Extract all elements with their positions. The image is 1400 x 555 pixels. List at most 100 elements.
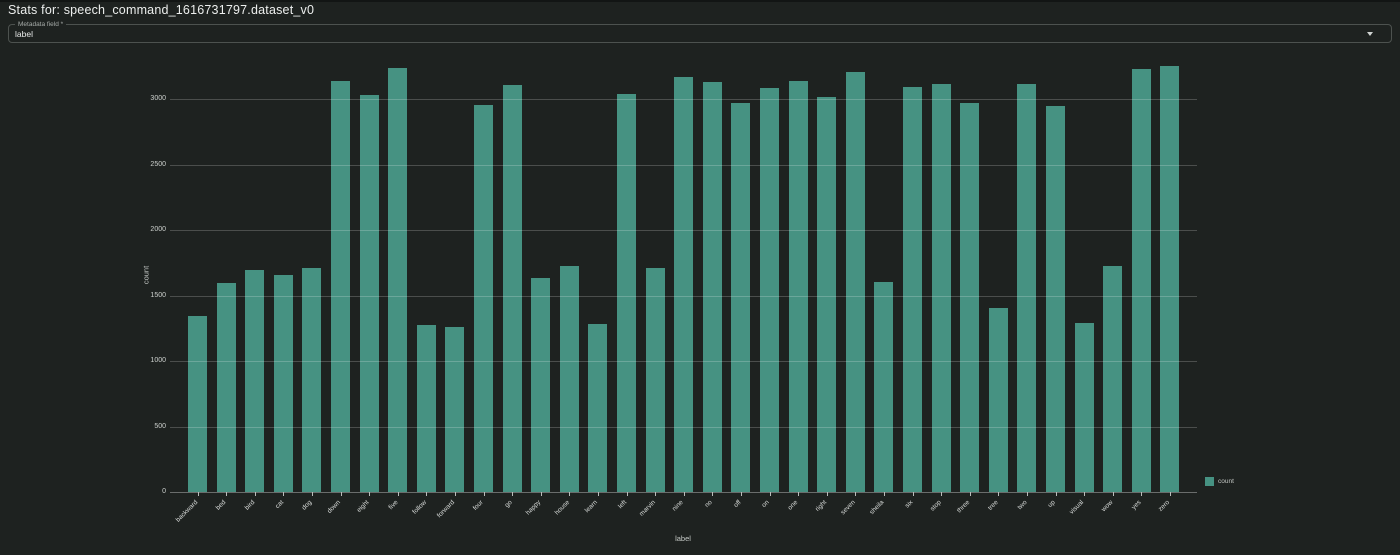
x-axis-zero-line: [170, 492, 1197, 493]
x-tick-label-text: bird: [243, 499, 257, 512]
x-tick-mark: [998, 492, 1000, 496]
x-tick-mark: [254, 492, 256, 496]
x-tick-mark: [1055, 492, 1057, 496]
bar-backward[interactable]: [188, 315, 207, 492]
bar-five[interactable]: [388, 67, 408, 492]
x-tick-label-text: cat: [273, 499, 285, 511]
x-tick-mark: [769, 492, 771, 496]
bar-four[interactable]: [474, 104, 493, 492]
x-tick-label-text: down: [326, 499, 342, 515]
bar-chart: count label count 0 500 1000 1500 2000 2500 30…: [0, 44, 1400, 555]
metadata-field-select[interactable]: Metadata field * label: [8, 20, 1392, 43]
x-tick-mark: [540, 492, 542, 496]
bar-wow[interactable]: [1103, 266, 1123, 492]
x-tick-mark: [426, 492, 428, 496]
bar-up[interactable]: [1046, 105, 1065, 492]
x-tick-label-text: eight: [355, 499, 371, 514]
x-tick-mark: [826, 492, 828, 496]
bar-seven[interactable]: [845, 72, 865, 492]
x-tick-mark: [369, 492, 371, 496]
bar-learn[interactable]: [588, 323, 608, 492]
bar-sheila[interactable]: [874, 281, 894, 492]
x-tick-label-text: tree: [986, 499, 1000, 512]
bar-no[interactable]: [702, 81, 722, 492]
x-tick-label-text: up: [1046, 499, 1057, 510]
x-tick-label-text: seven: [839, 499, 857, 517]
x-tick-label-text: marvin: [637, 499, 657, 518]
bar-down[interactable]: [331, 81, 350, 492]
bar-dog[interactable]: [302, 267, 322, 492]
x-tick-mark: [311, 492, 313, 496]
x-tick-label-text: go: [503, 499, 514, 510]
x-tick-mark: [483, 492, 485, 496]
gridline: [170, 230, 1197, 231]
x-tick-label-text: right: [814, 499, 829, 513]
bar-go[interactable]: [502, 85, 522, 492]
bar-happy[interactable]: [531, 278, 551, 492]
x-tick-label-text: five: [387, 499, 400, 512]
x-tick-mark: [912, 492, 914, 496]
bar-visual[interactable]: [1074, 323, 1094, 492]
x-tick-label-text: six: [903, 499, 914, 510]
legend-item-count[interactable]: count: [1205, 477, 1234, 486]
x-tick-mark: [941, 492, 943, 496]
bar-yes[interactable]: [1131, 69, 1151, 492]
x-tick-label-text: learn: [584, 499, 600, 515]
bar-marvin[interactable]: [645, 267, 665, 492]
bar-cat[interactable]: [273, 274, 293, 492]
bar-on[interactable]: [760, 87, 779, 492]
x-tick-mark: [969, 492, 971, 496]
x-tick-label-text: house: [553, 499, 571, 517]
x-tick-label-text: zero: [1157, 499, 1172, 513]
x-tick-label-text: visual: [1068, 499, 1086, 516]
dropdown-caret-icon[interactable]: [1367, 32, 1373, 36]
gridline: [170, 361, 1197, 362]
x-tick-mark: [512, 492, 514, 496]
x-tick-mark: [1141, 492, 1143, 496]
legend-label: count: [1218, 478, 1234, 485]
y-tick-label: 1000: [150, 357, 166, 364]
x-tick-label-text: happy: [524, 499, 543, 517]
bar-follow[interactable]: [416, 324, 436, 492]
metadata-field-label: Metadata field *: [15, 20, 67, 29]
bar-one[interactable]: [788, 80, 808, 492]
bar-off[interactable]: [731, 102, 751, 492]
x-tick-mark: [226, 492, 228, 496]
x-tick-mark: [454, 492, 456, 496]
x-tick-mark: [1026, 492, 1028, 496]
y-tick-label: 2500: [150, 160, 166, 168]
x-tick-label-text: yes: [1130, 499, 1143, 512]
x-tick-mark: [740, 492, 742, 496]
x-tick-mark: [1112, 492, 1114, 496]
bar-forward[interactable]: [445, 327, 465, 492]
metadata-field-value: label: [15, 29, 33, 39]
gridline: [170, 426, 1197, 428]
y-axis-title: count: [141, 265, 151, 285]
bar-three[interactable]: [960, 103, 980, 492]
bar-nine[interactable]: [674, 76, 694, 492]
bar-right[interactable]: [817, 96, 837, 492]
x-tick-label-text: four: [472, 499, 485, 512]
bar-six[interactable]: [903, 87, 922, 492]
bar-tree[interactable]: [988, 307, 1008, 492]
gridline: [170, 295, 1197, 297]
x-tick-label-text: follow: [411, 499, 428, 516]
y-tick-label: 3000: [150, 95, 166, 102]
x-tick-label-text: forward: [436, 499, 457, 520]
bar-stop[interactable]: [931, 84, 951, 492]
bar-left[interactable]: [617, 94, 636, 492]
bar-house[interactable]: [559, 265, 579, 492]
bar-eight[interactable]: [359, 94, 379, 492]
bar-bed[interactable]: [216, 283, 236, 492]
bar-zero[interactable]: [1160, 66, 1180, 492]
y-tick-label: 2000: [150, 226, 166, 233]
x-tick-mark: [397, 492, 399, 496]
bar-two[interactable]: [1017, 84, 1037, 492]
x-tick-mark: [1169, 492, 1171, 496]
x-tick-label-text: off: [732, 499, 743, 510]
gridline: [170, 99, 1197, 100]
x-tick-label-text: sheila: [868, 499, 886, 516]
x-tick-mark: [1084, 492, 1086, 496]
bar-bird[interactable]: [245, 269, 265, 492]
y-tick-label: 0: [162, 488, 166, 495]
